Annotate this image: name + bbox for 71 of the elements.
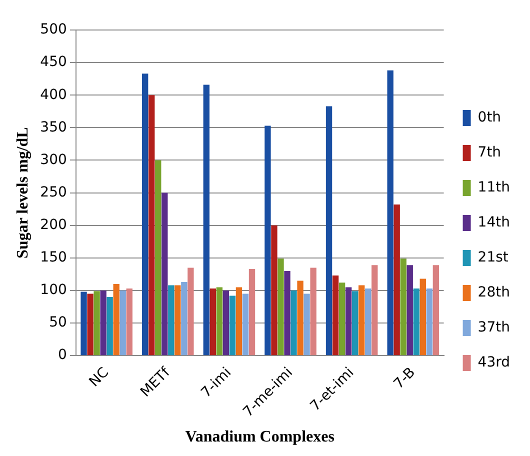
bar (345, 287, 352, 356)
bar (426, 288, 433, 356)
bar (358, 285, 365, 356)
bar (242, 294, 249, 356)
bar (271, 225, 278, 356)
bar (264, 126, 271, 356)
bar (420, 278, 426, 356)
bar (352, 291, 358, 356)
y-tick-label: 300 (40, 152, 67, 168)
x-axis-title: Vanadium Complexes (185, 428, 334, 446)
y-tick-label: 150 (40, 250, 67, 266)
legend-label: 11th (478, 180, 510, 196)
bar (310, 268, 316, 356)
y-tick-label: 250 (40, 184, 67, 200)
bar (181, 282, 188, 356)
bar (203, 84, 210, 356)
bar (126, 288, 132, 356)
legend-label: 14th (478, 214, 510, 231)
bar (284, 270, 290, 356)
bar (248, 268, 256, 356)
bar (338, 282, 346, 356)
legend-label: 0th (478, 110, 502, 126)
bar (400, 258, 406, 356)
bar (148, 95, 155, 356)
bar (106, 296, 113, 356)
bar (297, 280, 304, 356)
bar (210, 288, 216, 356)
legend-label: 37th (478, 320, 510, 336)
bar (290, 290, 297, 356)
bar (162, 192, 168, 356)
bar (142, 74, 148, 356)
bar (216, 287, 223, 356)
legend-label: 28th (478, 284, 510, 301)
y-tick-label: 500 (40, 22, 67, 38)
bar (394, 204, 400, 356)
y-tick-label: 50 (49, 314, 67, 331)
bar (87, 294, 94, 356)
y-tick-label: 0 (58, 347, 67, 364)
bar (94, 291, 100, 356)
legend-label: 7th (478, 144, 502, 161)
bar (120, 290, 126, 356)
bar (80, 292, 87, 356)
bar (113, 284, 120, 356)
bar (406, 265, 413, 356)
y-tick-label: 400 (40, 86, 67, 103)
bar (168, 285, 174, 356)
bar (304, 294, 310, 356)
bar (432, 265, 440, 356)
bar (100, 290, 106, 356)
y-tick-label: 350 (40, 119, 67, 136)
bar (174, 285, 181, 356)
y-tick-label: 200 (40, 217, 67, 233)
bar (387, 70, 394, 356)
y-axis-title: Sugar levels mg/dL (14, 127, 32, 258)
bar (229, 296, 236, 356)
bar (372, 265, 378, 356)
y-tick-label: 450 (40, 54, 67, 70)
legend-label: 21st (478, 250, 509, 266)
bar (155, 160, 162, 356)
bar (278, 258, 284, 356)
legend-label: 43rd (478, 354, 510, 371)
bar (326, 106, 332, 356)
bar (365, 288, 372, 356)
bar (332, 276, 339, 356)
x-tick-label: 7-B (390, 364, 419, 392)
bar (222, 290, 230, 356)
bar (236, 287, 242, 356)
x-tick-label: NC (86, 364, 112, 390)
bar (413, 288, 420, 356)
bar (188, 268, 194, 356)
y-tick-label: 100 (40, 282, 67, 298)
